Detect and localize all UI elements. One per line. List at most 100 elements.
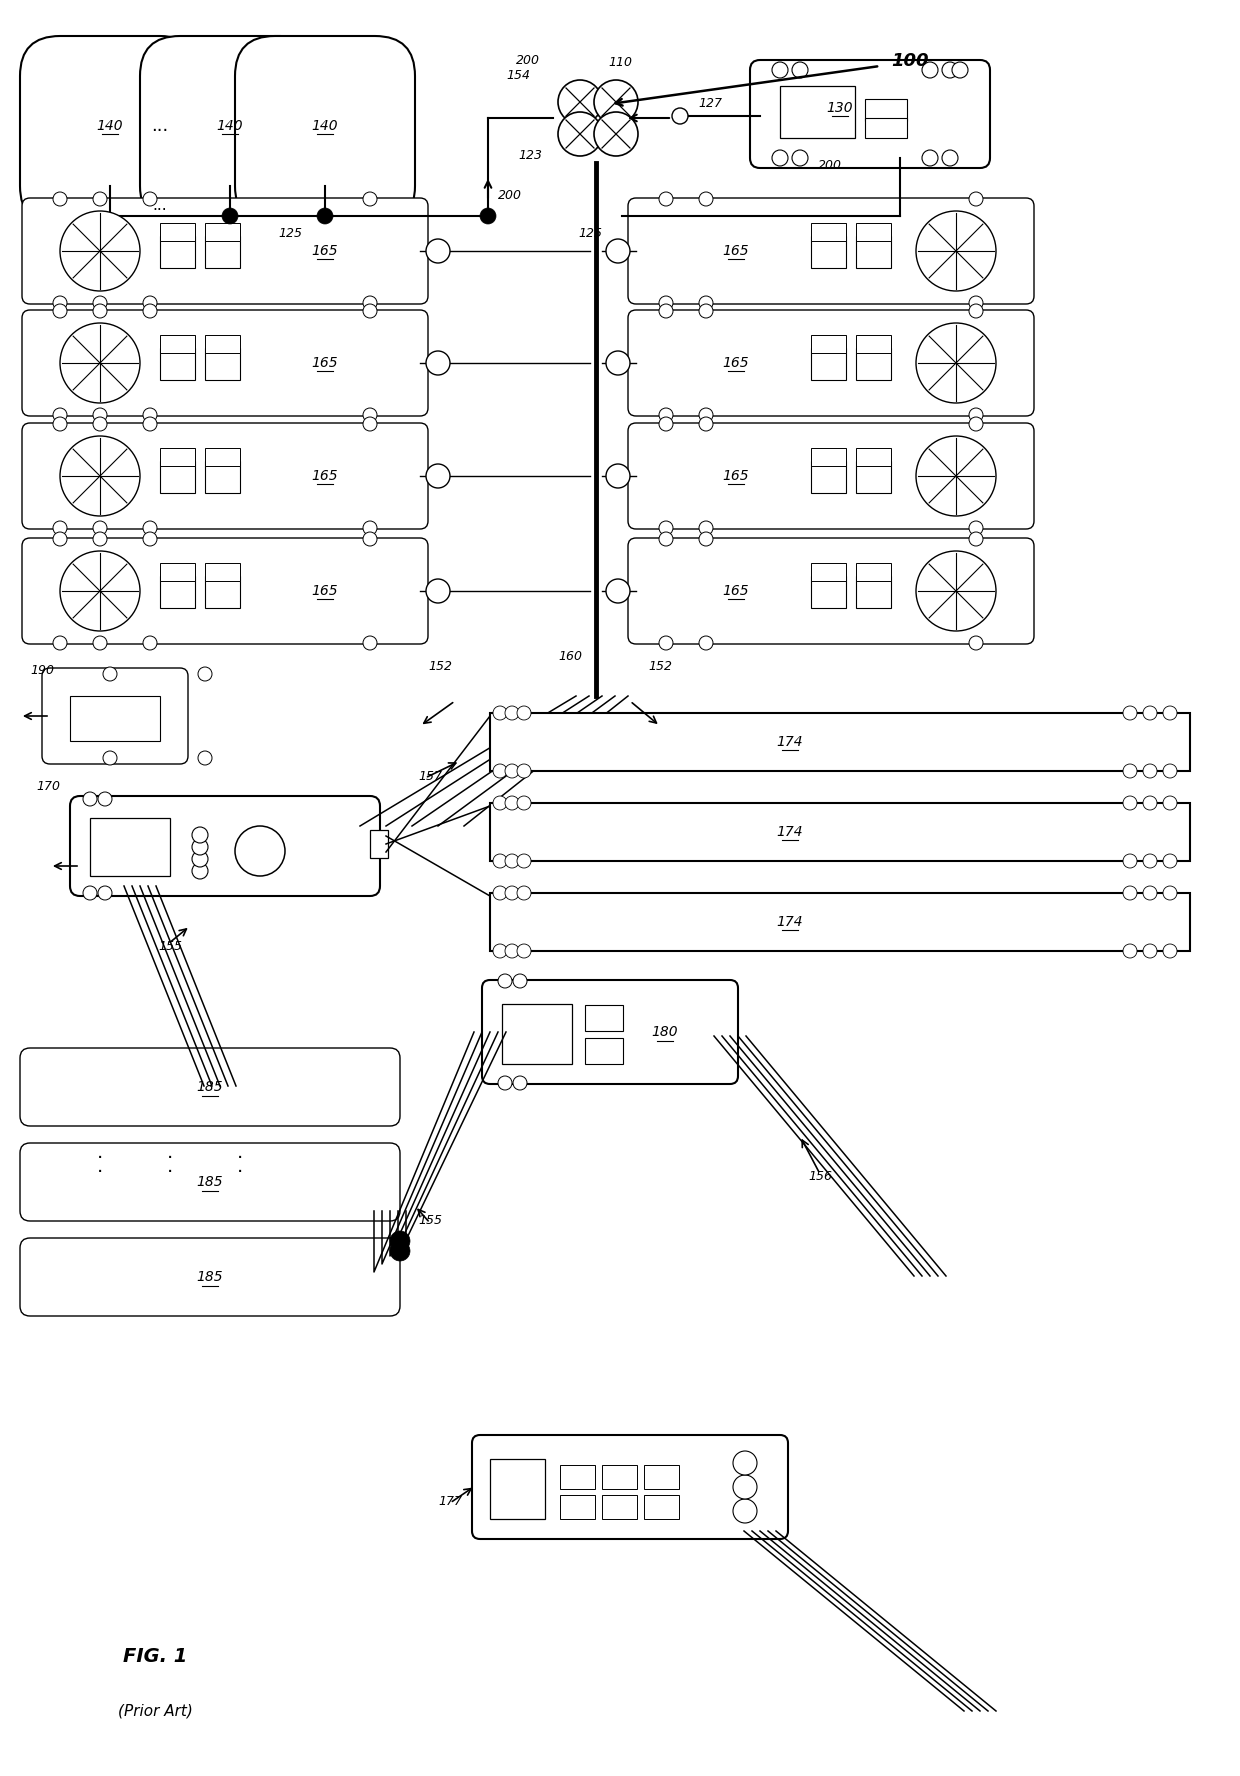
Circle shape <box>733 1499 756 1524</box>
Circle shape <box>505 886 520 900</box>
Bar <box>160 462 195 494</box>
Circle shape <box>517 796 531 810</box>
Bar <box>780 85 856 139</box>
Circle shape <box>317 208 334 224</box>
Text: 165: 165 <box>311 584 339 599</box>
Circle shape <box>143 304 157 318</box>
Bar <box>856 448 892 465</box>
Circle shape <box>93 520 107 535</box>
Circle shape <box>699 636 713 650</box>
Circle shape <box>192 828 208 844</box>
FancyBboxPatch shape <box>140 36 320 226</box>
FancyBboxPatch shape <box>22 311 428 416</box>
Text: 165: 165 <box>723 243 749 258</box>
Circle shape <box>53 297 67 311</box>
Bar <box>160 563 195 581</box>
Circle shape <box>222 208 238 224</box>
Circle shape <box>699 304 713 318</box>
Bar <box>856 336 892 353</box>
Bar <box>811 448 846 465</box>
Circle shape <box>517 764 531 778</box>
Circle shape <box>792 149 808 165</box>
Circle shape <box>968 417 983 432</box>
Text: 130: 130 <box>827 101 853 115</box>
Circle shape <box>83 886 97 900</box>
Circle shape <box>558 112 601 156</box>
Text: 165: 165 <box>311 469 339 483</box>
FancyBboxPatch shape <box>472 1435 787 1540</box>
Bar <box>69 696 160 741</box>
Circle shape <box>916 435 996 517</box>
Bar <box>644 1495 680 1518</box>
Bar <box>490 803 1190 861</box>
FancyBboxPatch shape <box>750 60 990 169</box>
Circle shape <box>93 636 107 650</box>
Bar <box>856 563 892 581</box>
Circle shape <box>733 1476 756 1499</box>
Bar <box>160 448 195 465</box>
Circle shape <box>60 211 140 291</box>
Circle shape <box>952 62 968 78</box>
Text: 174: 174 <box>776 735 804 749</box>
Bar <box>811 563 846 581</box>
Circle shape <box>699 533 713 545</box>
Bar <box>205 224 241 242</box>
Circle shape <box>391 1241 410 1261</box>
FancyBboxPatch shape <box>20 1144 401 1222</box>
Bar <box>811 336 846 353</box>
Circle shape <box>558 80 601 124</box>
Bar <box>160 575 195 607</box>
Bar <box>91 819 170 876</box>
Circle shape <box>1163 854 1177 868</box>
Circle shape <box>658 192 673 206</box>
Circle shape <box>699 520 713 535</box>
Circle shape <box>1123 707 1137 719</box>
Circle shape <box>198 751 212 765</box>
Circle shape <box>606 352 630 375</box>
Circle shape <box>594 112 639 156</box>
Text: 165: 165 <box>723 355 749 369</box>
Circle shape <box>427 579 450 604</box>
Text: ·: · <box>97 1149 103 1167</box>
Text: 165: 165 <box>311 243 339 258</box>
Text: ·: · <box>167 1149 174 1167</box>
Circle shape <box>968 297 983 311</box>
Circle shape <box>143 297 157 311</box>
Circle shape <box>1143 886 1157 900</box>
Bar <box>811 236 846 268</box>
FancyBboxPatch shape <box>69 796 379 897</box>
Circle shape <box>53 636 67 650</box>
Circle shape <box>93 192 107 206</box>
Circle shape <box>968 408 983 423</box>
Circle shape <box>658 408 673 423</box>
Circle shape <box>93 297 107 311</box>
FancyBboxPatch shape <box>22 423 428 529</box>
Circle shape <box>480 208 496 224</box>
Bar <box>205 348 241 380</box>
Circle shape <box>494 886 507 900</box>
Circle shape <box>427 352 450 375</box>
Bar <box>866 99 906 121</box>
Circle shape <box>658 520 673 535</box>
Text: 156: 156 <box>808 1170 832 1183</box>
Bar <box>490 893 1190 950</box>
Bar <box>560 1465 595 1488</box>
Circle shape <box>658 533 673 545</box>
Text: 110: 110 <box>608 57 632 69</box>
Bar <box>585 1037 622 1064</box>
Circle shape <box>198 668 212 680</box>
Circle shape <box>594 80 639 124</box>
Bar <box>601 1495 637 1518</box>
Bar <box>160 348 195 380</box>
Circle shape <box>517 886 531 900</box>
Bar <box>644 1465 680 1488</box>
Text: 185: 185 <box>197 1270 223 1284</box>
Bar <box>811 224 846 242</box>
Circle shape <box>792 62 808 78</box>
Text: 200: 200 <box>818 160 842 172</box>
Circle shape <box>494 945 507 957</box>
Text: ·: · <box>167 1163 174 1183</box>
Circle shape <box>773 149 787 165</box>
Circle shape <box>143 533 157 545</box>
Bar <box>811 575 846 607</box>
